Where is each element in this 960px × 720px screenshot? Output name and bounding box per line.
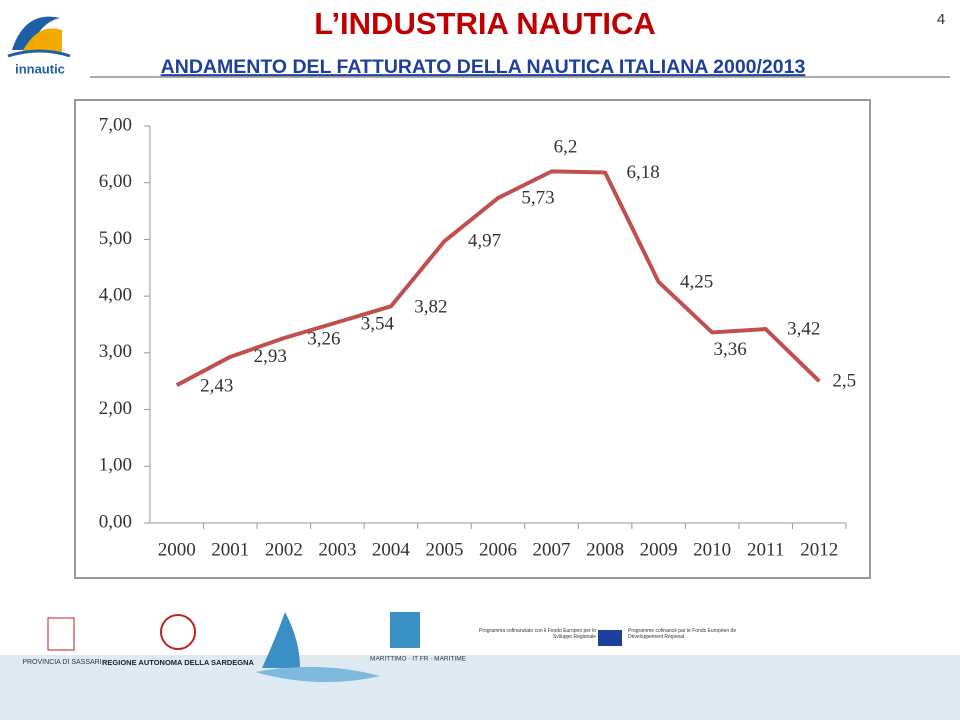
fund-it-box: Programma cofinanziato con il Fondo Euro…: [478, 628, 596, 640]
value-label: 6,18: [626, 162, 659, 183]
province-crest: [47, 617, 75, 651]
x-tick-label: 2004: [372, 539, 411, 560]
slide-title: L’INDUSTRIA NAUTICA: [314, 6, 656, 41]
y-tick-label: 1,00: [99, 455, 132, 476]
logo: innautic: [7, 16, 71, 76]
y-tick-label: 2,00: [99, 398, 132, 419]
y-tick-label: 3,00: [99, 341, 132, 362]
logo-text: innautic: [15, 61, 65, 76]
x-tick-label: 2003: [318, 539, 356, 560]
data-line: [175, 169, 821, 387]
x-tick-label: 2001: [211, 539, 249, 560]
value-label: 3,26: [307, 328, 340, 349]
region-crest: [160, 614, 196, 650]
value-label: 3,36: [714, 339, 747, 360]
x-tick-label: 2002: [265, 539, 303, 560]
y-tick-label: 4,00: [99, 285, 132, 306]
x-tick-label: 2012: [800, 539, 838, 560]
y-tick-label: 7,00: [99, 114, 132, 135]
fund-it-text: Programma cofinanziato con il Fondo Euro…: [478, 628, 596, 640]
y-tick-label: 5,00: [99, 228, 132, 249]
value-label: 2,5: [832, 371, 856, 392]
value-label: 3,82: [414, 297, 447, 318]
x-tick-label: 2008: [586, 539, 624, 560]
x-tick-label: 2005: [425, 539, 463, 560]
program-text: MARITTIMO · IT FR · MARITIME: [370, 656, 467, 663]
footer-band: [0, 655, 960, 720]
value-label: 2,43: [200, 376, 233, 397]
value-label: 6,2: [554, 137, 578, 158]
value-label: 4,25: [680, 271, 713, 292]
x-tick-label: 2009: [640, 539, 678, 560]
y-tick-label: 6,00: [99, 171, 132, 192]
fund-fr-text: Programme cofinancé par le Fonds Europée…: [628, 628, 737, 640]
x-tick-label: 2011: [747, 539, 784, 560]
page-number: 4: [937, 11, 945, 28]
slide-subtitle: ANDAMENTO DEL FATTURATO DELLA NAUTICA IT…: [161, 56, 806, 78]
plot: 0,00 1,00 2,00 3,00 4,00 5,00 6,00 7,00 2000 2001…: [99, 114, 856, 560]
value-label: 3,54: [361, 314, 395, 335]
x-tick-label: 2006: [479, 539, 517, 560]
x-tick-label: 2000: [158, 539, 196, 560]
x-tick-label: 2010: [693, 539, 731, 560]
value-label: 5,73: [521, 187, 554, 208]
value-label: 4,97: [468, 230, 501, 251]
value-label: 3,42: [787, 318, 820, 339]
value-label: 2,93: [254, 346, 287, 367]
fund-fr-box: Programme cofinancé par le Fonds Europée…: [628, 628, 737, 640]
eu-flag: [598, 630, 622, 646]
wave-logo: [255, 666, 380, 683]
province-text: PROVINCIA DI SASSARI: [22, 659, 101, 666]
chart-frame: [74, 99, 871, 579]
footer: PROVINCIA DI SASSARI REGIONE AUTONOMA DE…: [0, 612, 960, 720]
x-tick-label: 2007: [533, 539, 571, 560]
region-text: REGIONE AUTONOMA DELLA SARDEGNA: [102, 658, 255, 667]
program-logo: [390, 612, 420, 648]
sail-logo: [262, 612, 300, 668]
y-tick-label: 0,00: [99, 511, 132, 532]
